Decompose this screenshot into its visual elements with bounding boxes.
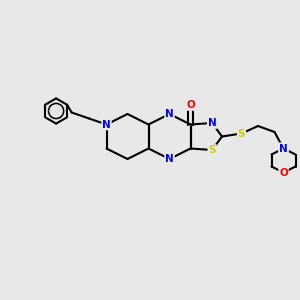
Text: S: S <box>208 145 216 155</box>
Text: N: N <box>279 143 288 154</box>
Text: N: N <box>279 143 288 154</box>
Text: S: S <box>238 128 245 139</box>
Text: N: N <box>102 119 111 130</box>
Text: N: N <box>165 109 174 119</box>
Text: O: O <box>186 100 195 110</box>
Text: N: N <box>165 154 174 164</box>
Text: N: N <box>208 118 217 128</box>
Text: O: O <box>279 167 288 178</box>
